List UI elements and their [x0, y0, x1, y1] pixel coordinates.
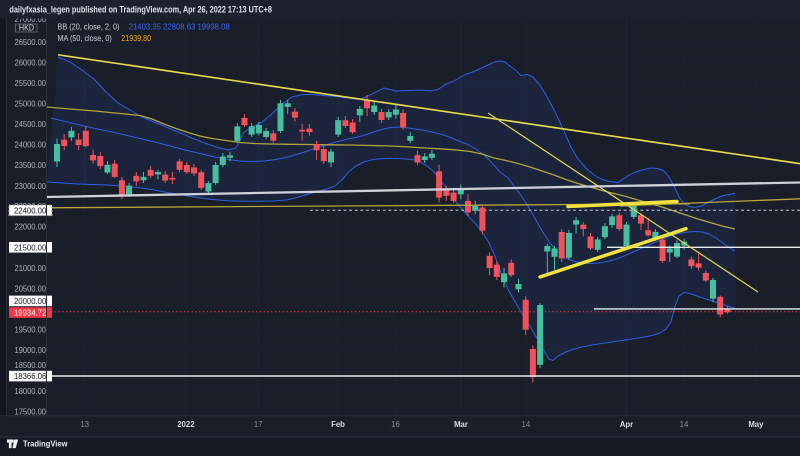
svg-text:dailyfxasia_legen published on: dailyfxasia_legen published on TradingVi… [9, 4, 272, 14]
svg-text:25500.00: 25500.00 [15, 78, 47, 88]
svg-text:16: 16 [391, 420, 400, 429]
svg-text:Mar: Mar [454, 420, 468, 429]
svg-text:21403.35 22808.63 19998.08: 21403.35 22808.63 19998.08 [129, 22, 230, 32]
svg-text:24500.00: 24500.00 [15, 119, 47, 129]
svg-text:26000.00: 26000.00 [15, 58, 47, 68]
svg-text:19934.72: 19934.72 [14, 308, 47, 318]
svg-text:14: 14 [680, 420, 689, 429]
svg-text:18500.00: 18500.00 [15, 360, 47, 370]
svg-text:13: 13 [80, 420, 89, 429]
svg-text:25000.00: 25000.00 [15, 99, 47, 109]
svg-text:20500.00: 20500.00 [15, 283, 47, 293]
svg-text:27000.00: 27000.00 [15, 14, 47, 24]
svg-text:17: 17 [254, 420, 263, 429]
svg-text:20000.00: 20000.00 [14, 296, 47, 306]
svg-text:19000.00: 19000.00 [15, 345, 47, 355]
svg-text:23500.00: 23500.00 [15, 160, 47, 170]
svg-text:23000.00: 23000.00 [15, 181, 47, 191]
svg-text:Feb: Feb [331, 420, 345, 429]
svg-text:2022: 2022 [177, 420, 195, 429]
svg-text:22400.00: 22400.00 [14, 205, 47, 215]
svg-text:26500.00: 26500.00 [15, 37, 47, 47]
svg-text:18000.00: 18000.00 [15, 386, 47, 396]
svg-text:HKD: HKD [19, 24, 35, 33]
svg-text:21000.00: 21000.00 [15, 263, 47, 273]
svg-text:21939.80: 21939.80 [121, 33, 151, 43]
svg-text:May: May [748, 420, 764, 429]
svg-text:BB (20, close, 2, 0): BB (20, close, 2, 0) [58, 22, 120, 32]
svg-text:21500.00: 21500.00 [14, 242, 47, 252]
svg-text:24000.00: 24000.00 [15, 140, 47, 150]
svg-text:TradingView: TradingView [23, 439, 68, 449]
svg-text:14: 14 [522, 420, 531, 429]
svg-text:Apr: Apr [620, 420, 633, 429]
svg-text:17500.00: 17500.00 [15, 407, 47, 417]
svg-text:18366.06: 18366.06 [14, 371, 47, 381]
svg-text:MA (50, close, 0): MA (50, close, 0) [58, 33, 112, 43]
svg-text:19500.00: 19500.00 [15, 325, 47, 335]
svg-text:22000.00: 22000.00 [15, 222, 47, 232]
